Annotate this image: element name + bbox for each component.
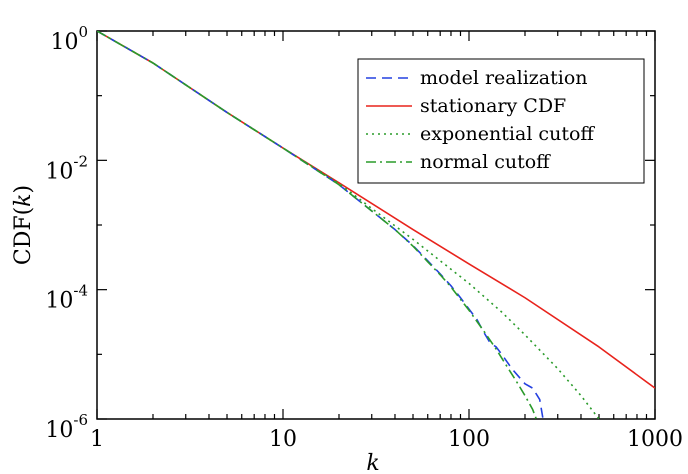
y-tick-label-exponent: -4 xyxy=(73,282,88,300)
y-tick-label: 10-4 xyxy=(45,282,88,314)
y-tick-label: 10-6 xyxy=(45,411,88,443)
y-tick-label-exponent: -6 xyxy=(73,411,88,429)
x-axis-title: k xyxy=(366,451,379,474)
y-tick-label-base: 10 xyxy=(50,30,78,55)
x-tick-label: 1000 xyxy=(627,427,683,452)
legend: model realization stationary CDF exponenti… xyxy=(357,58,645,184)
y-axis-title-prefix: CDF( xyxy=(11,207,36,265)
series-layer xyxy=(97,31,655,419)
axis-ticks xyxy=(96,30,656,420)
legend-box xyxy=(357,58,645,184)
y-tick-label-exponent: -2 xyxy=(73,152,88,170)
legend-label: model realization xyxy=(420,67,588,89)
y-tick-label: 10-2 xyxy=(45,152,88,184)
legend-label: normal cutoff xyxy=(420,151,551,173)
y-axis-title: CDF(k) xyxy=(11,185,36,265)
y-tick-label: 100 xyxy=(50,23,88,55)
y-tick-label-base: 10 xyxy=(45,159,73,184)
legend-label: stationary CDF xyxy=(420,95,566,117)
x-tick-label: 100 xyxy=(448,427,490,452)
series-line xyxy=(97,31,538,419)
legend-label: exponential cutoff xyxy=(420,123,595,145)
x-tick-label: 10 xyxy=(269,427,297,452)
series-line xyxy=(97,31,600,419)
y-tick-label-exponent: 0 xyxy=(78,23,88,41)
y-tick-label-base: 10 xyxy=(45,418,73,443)
y-tick-label-base: 10 xyxy=(45,289,73,314)
y-axis-title-suffix: ) xyxy=(11,185,36,194)
y-axis-title-var: k xyxy=(11,193,36,206)
x-tick-label: 1 xyxy=(90,427,104,452)
